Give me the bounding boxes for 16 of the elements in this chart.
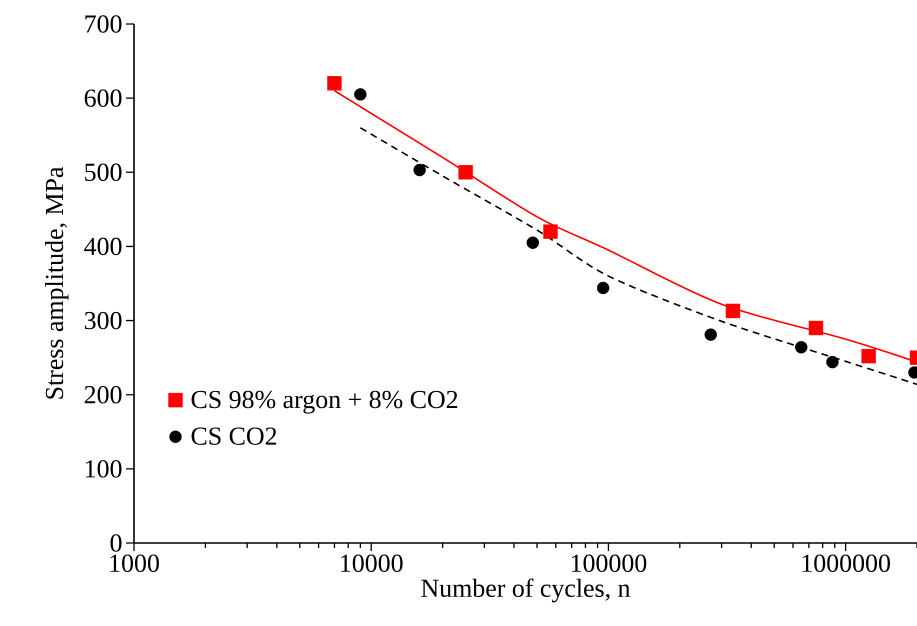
y-tick-label: 300: [84, 312, 122, 330]
y-axis-title: Stress amplitude, MPa: [45, 166, 68, 399]
x-tick-label: 10000: [341, 554, 403, 572]
y-tick-label: 400: [84, 238, 122, 256]
y-tick-label: 100: [86, 460, 122, 478]
legend-label: CS 98% argon + 8% CO2: [192, 390, 458, 414]
x-tick-label: 100000: [572, 554, 646, 572]
x-axis-title: Number of cycles, n: [421, 578, 630, 602]
y-tick-label: 700: [85, 15, 122, 33]
x-tick-label: 1000000: [802, 554, 890, 572]
legend-label: CS CO2: [192, 427, 276, 445]
y-tick-label: 0: [110, 534, 122, 552]
y-tick-label: 600: [84, 89, 122, 107]
y-tick-label: 500: [85, 164, 122, 182]
y-tick-label: 200: [84, 386, 122, 404]
x-tick-label: 1000: [110, 554, 159, 572]
